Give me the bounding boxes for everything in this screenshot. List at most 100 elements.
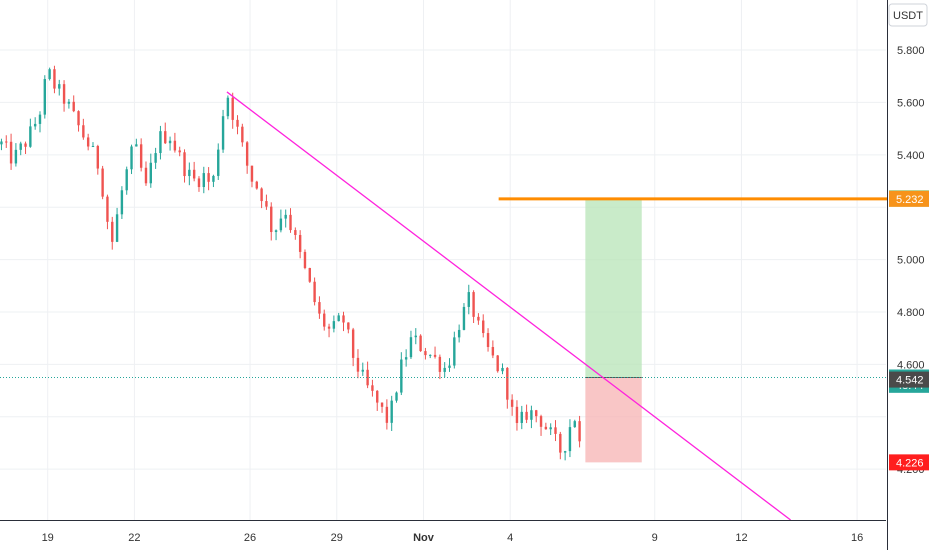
candle-body [443,367,446,372]
candle-body [453,337,456,366]
price-tag: 4.226 [889,454,929,471]
candle-body [347,322,350,330]
candle-body [409,337,413,358]
candle-body [173,140,177,151]
candle-body [33,123,37,127]
candle-body [86,137,90,147]
candle-body [91,146,95,148]
candle-body [573,421,576,428]
candle-body [477,316,480,321]
candle-body [284,214,287,219]
candle-body [313,281,316,303]
x-tick-label: 12 [735,532,747,544]
x-tick-label: 16 [851,532,863,544]
candle-body [125,169,128,191]
candle-body [250,165,254,182]
currency-label: USDT [893,10,923,22]
profit-zone [585,198,642,378]
candle-body [14,149,18,164]
candle-body [486,333,490,348]
candle-body [149,162,152,184]
candle-body [530,410,533,420]
candle-body [221,116,225,150]
candle-body [168,140,172,144]
candle-body [351,329,355,358]
price-tag: 4.542 [889,371,929,388]
candle-body [9,141,13,164]
candle-body [217,149,220,176]
candle-body [279,218,283,231]
candle-body [400,359,403,393]
candle-body [120,190,124,215]
candle-body [144,167,148,184]
candle-body [159,131,162,154]
price-tag-label: 5.232 [896,194,924,206]
candle-body [212,175,215,182]
candle-body [424,351,427,356]
candle-body [106,196,109,222]
candle-body [303,251,307,269]
candle-body [270,206,273,233]
candle-body [274,230,278,233]
candle-body [260,188,263,202]
position-zones [585,198,642,463]
trendline [226,91,791,521]
candle-body [53,69,56,89]
candle-body [472,292,475,317]
candle-body [115,214,119,242]
candle-body [178,150,181,153]
candle-body [506,367,509,400]
candle-body [77,111,80,126]
price-tag: 5.232 [889,190,929,207]
candle-body [245,142,249,166]
candle-body [380,402,384,407]
y-tick-label: 5.400 [897,150,925,162]
candle-body [48,69,51,80]
candles [0,65,581,461]
x-tick-label: 26 [244,532,256,544]
candle-body [135,144,138,147]
candle-body [226,97,230,117]
candle-body [568,427,572,452]
candle-body [496,355,499,372]
candle-body [323,313,326,327]
x-tick-label: 4 [507,532,513,544]
candle-body [0,141,3,145]
loss-zone [585,377,642,463]
candle-body [154,153,157,163]
y-tick-label: 5.000 [897,255,925,267]
candle-body [448,365,451,368]
candle-body [58,84,61,89]
x-tick-label: 29 [331,532,343,544]
price-tag-label: 4.226 [896,457,924,469]
y-tick-label: 4.800 [897,307,925,319]
currency-badge[interactable]: USDT [888,3,928,27]
y-tick-label: 5.800 [897,45,925,57]
y-tick-label: 5.600 [897,97,925,109]
candle-body [96,146,100,169]
candle-body [298,234,302,252]
candle-body [236,119,239,127]
candle-body [544,426,548,430]
price-tag-box [889,454,929,471]
x-tick-label: 22 [128,532,140,544]
candle-body [433,354,437,357]
candle-body [342,315,345,323]
candle-body [318,302,321,314]
candle-body [327,326,331,329]
candle-body [207,173,210,182]
candle-body [563,451,567,453]
x-tick-label: 9 [652,532,658,544]
candle-body [520,411,523,423]
candle-body [462,306,466,330]
currency-badge-box [888,3,928,27]
candle-body [404,357,408,360]
candle-body [192,169,196,179]
overlays [0,91,888,521]
candle-body [376,390,379,403]
candle-body [366,369,369,386]
candle-body [188,169,191,177]
x-tick-label: Nov [413,532,435,544]
